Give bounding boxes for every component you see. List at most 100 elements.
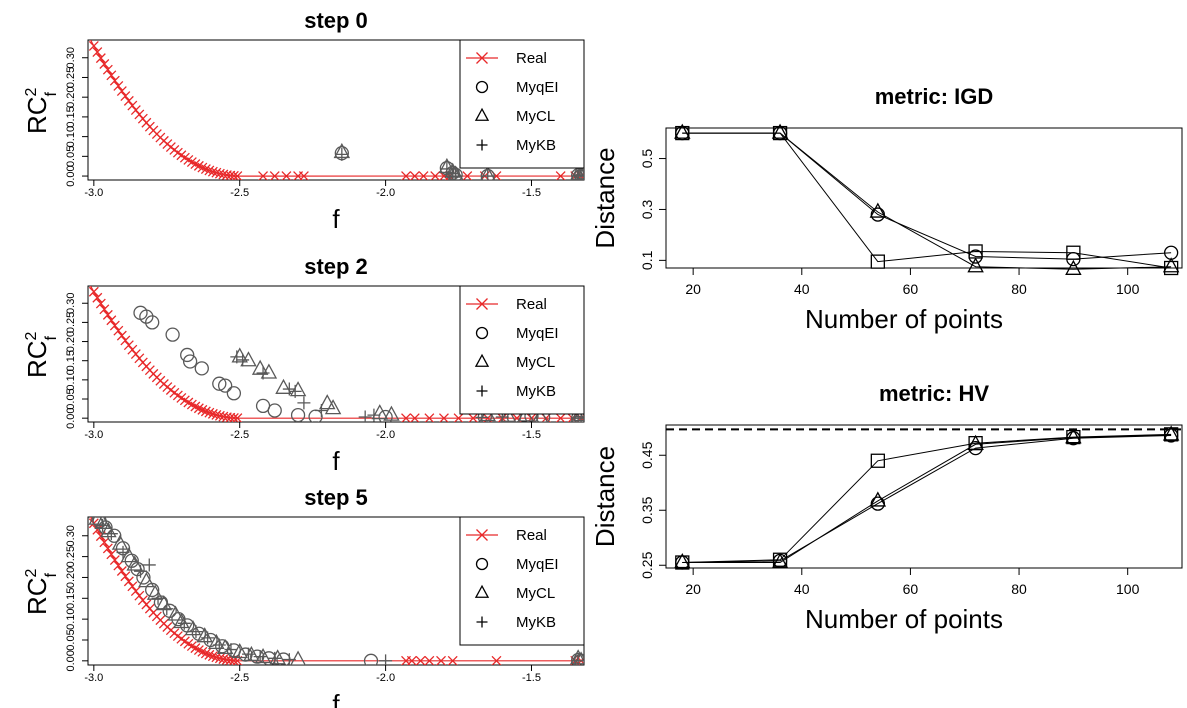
point-x — [200, 406, 211, 417]
point-x — [200, 164, 211, 175]
point-triangle — [126, 555, 143, 571]
point-triangle — [184, 620, 202, 636]
y-tick-label: 0.10 — [65, 608, 77, 629]
point-x — [409, 171, 420, 180]
point-x — [123, 95, 134, 106]
point-plus — [236, 353, 250, 367]
point-triangle — [967, 257, 984, 273]
point-x — [207, 408, 218, 419]
point-plus — [160, 602, 174, 616]
series-line — [682, 433, 1172, 563]
point-triangle — [479, 165, 496, 180]
y-tick-label: 0.25 — [65, 67, 77, 88]
point-plus — [151, 591, 165, 605]
point-circle — [475, 80, 489, 94]
series-line — [682, 132, 1172, 269]
point-plus — [481, 169, 495, 180]
y-tick-label: 0.30 — [65, 525, 77, 546]
point-x — [102, 309, 113, 320]
point-triangle — [319, 394, 336, 410]
point-x — [453, 413, 464, 422]
point-x — [207, 651, 218, 662]
point-x — [109, 320, 120, 331]
point-x — [116, 330, 127, 341]
point-square — [870, 453, 885, 468]
point-triangle — [474, 584, 490, 598]
point-x — [88, 286, 99, 297]
point-triangle — [155, 595, 173, 611]
point-plus — [256, 366, 270, 380]
point-plus — [476, 616, 488, 628]
y-tick-label: 0.25 — [65, 312, 77, 333]
point-triangle — [216, 638, 234, 655]
point-triangle — [499, 406, 517, 422]
legend-label: MyqEI — [516, 79, 559, 96]
point-plus — [189, 625, 203, 639]
y-axis-label-base: RC — [22, 96, 52, 134]
point-x — [430, 171, 441, 180]
point-circle — [107, 528, 122, 543]
y-axis-label-base: RC — [22, 340, 52, 378]
y-tick-label: 0.05 — [65, 146, 77, 167]
point-triangle — [1065, 428, 1082, 444]
y-tick-label: 0.00 — [65, 407, 77, 428]
point-circle — [1066, 251, 1081, 267]
point-x — [438, 413, 449, 422]
point-triangle — [231, 347, 248, 363]
y-tick-label: 0.15 — [65, 106, 77, 127]
y-tick-label: 0.20 — [65, 331, 77, 352]
point-triangle — [254, 648, 272, 664]
point-x — [116, 566, 127, 576]
point-circle — [145, 315, 160, 330]
point-x — [120, 571, 131, 582]
point-x — [204, 165, 215, 176]
y-axis-label-sup: 2 — [23, 568, 40, 577]
point-plus — [230, 350, 244, 364]
point-plus — [134, 564, 148, 578]
point-triangle — [573, 651, 584, 665]
point-plus — [224, 643, 238, 657]
y-tick-label: 0.35 — [639, 496, 655, 523]
y-tick-label: 0.10 — [65, 369, 77, 390]
point-triangle — [371, 404, 389, 420]
point-x — [476, 52, 488, 64]
point-circle — [290, 407, 306, 422]
point-circle — [212, 376, 227, 391]
point-triangle — [1162, 257, 1180, 273]
point-x — [123, 576, 134, 587]
y-axis-label: RC2 f — [22, 568, 60, 615]
chart-title: step 0 — [304, 8, 368, 33]
point-plus — [358, 410, 372, 422]
point-x — [415, 655, 426, 665]
point-triangle — [674, 553, 691, 569]
plot-frame — [665, 424, 1183, 569]
point-circle — [165, 327, 180, 342]
y-axis-label: Distance — [590, 147, 620, 248]
point-plus — [449, 169, 463, 180]
point-x — [120, 335, 131, 346]
point-x — [468, 413, 479, 422]
point-triangle — [570, 407, 584, 422]
x-tick-label: 60 — [903, 581, 919, 597]
point-triangle — [260, 363, 278, 379]
point-x — [95, 298, 106, 309]
x-tick-label: -3.0 — [84, 429, 103, 441]
point-x — [109, 75, 120, 86]
point-x — [447, 655, 458, 665]
point-plus — [212, 638, 226, 652]
x-tick-label: 20 — [685, 281, 701, 297]
x-tick-label: 80 — [1011, 281, 1027, 297]
point-x — [269, 171, 280, 180]
x-axis-label: f — [332, 689, 340, 708]
point-x — [95, 53, 106, 64]
y-tick-label: 0.15 — [65, 588, 77, 609]
legend-label: MyKB — [516, 614, 556, 631]
legend-label: MyKB — [516, 137, 556, 154]
point-plus — [574, 168, 584, 180]
point-x — [207, 166, 218, 177]
point-circle — [180, 347, 195, 363]
point-triangle — [173, 612, 190, 629]
point-square — [1163, 260, 1179, 276]
series-line — [682, 434, 1172, 563]
panel-step-0: step 0-3.0 -2.5 -2.0 -1.50.000.100.200.300.… — [22, 8, 585, 234]
